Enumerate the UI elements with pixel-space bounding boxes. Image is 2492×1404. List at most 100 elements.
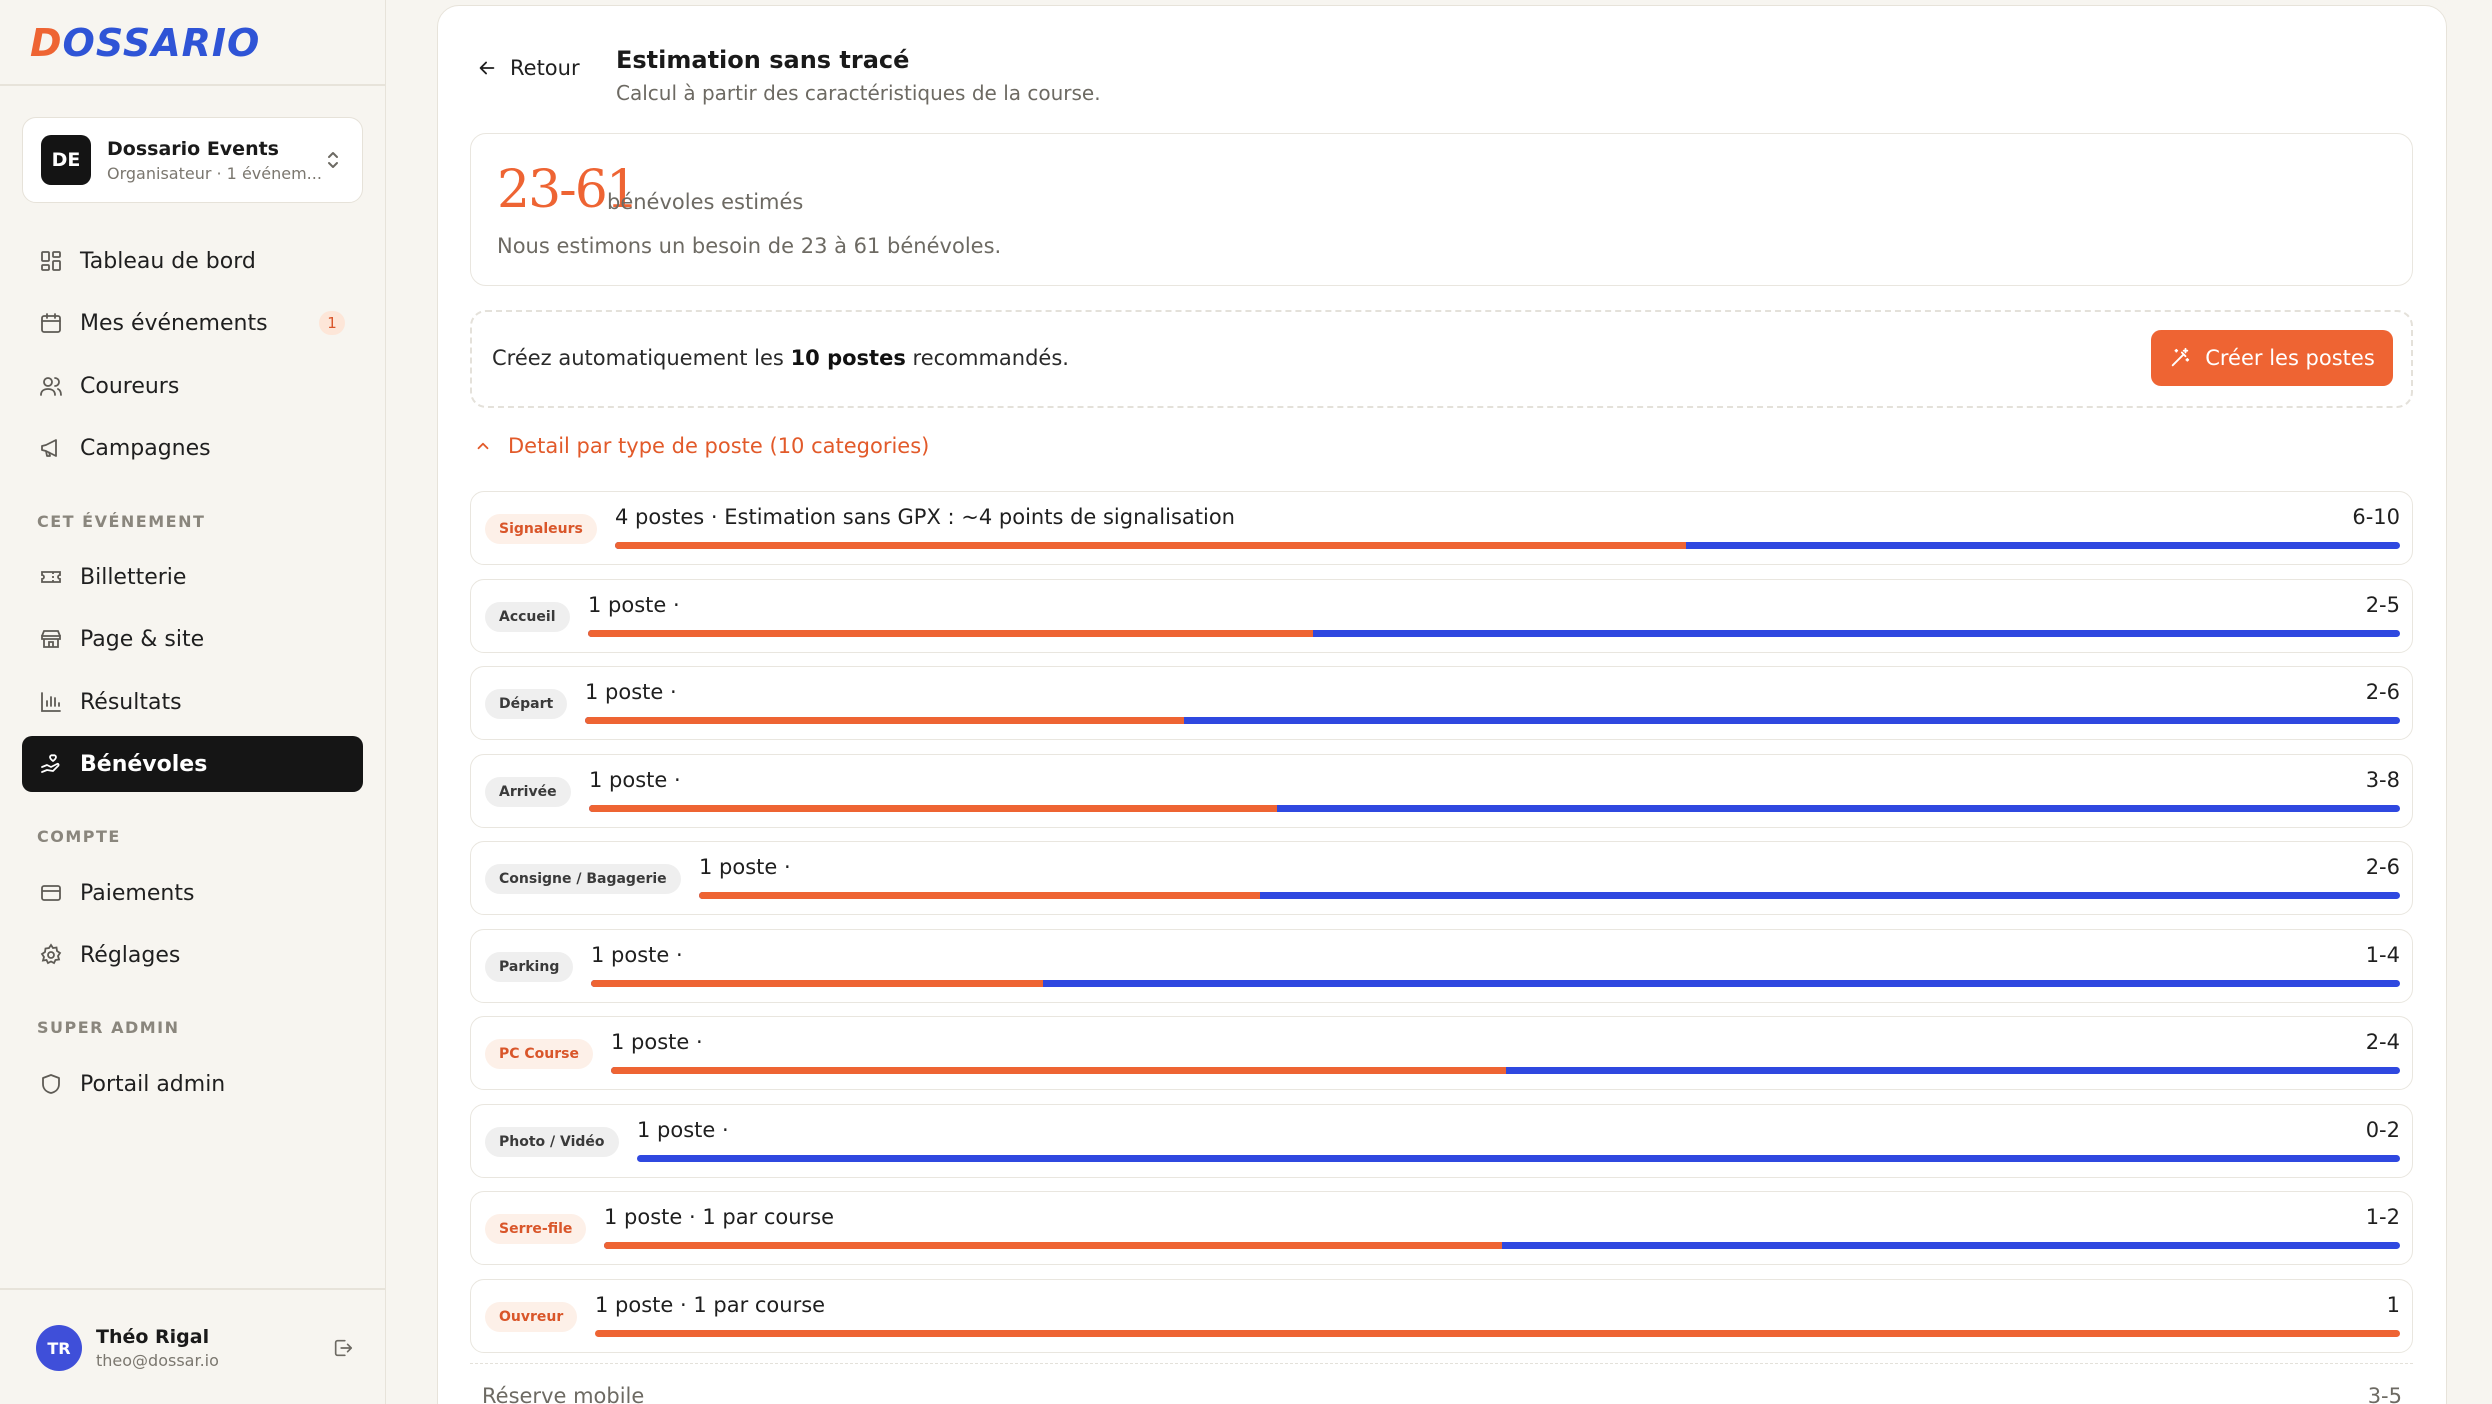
sidebar-item-campagnes[interactable]: Campagnes: [22, 420, 363, 476]
post-description: 1 poste ·: [585, 680, 677, 704]
post-range-bar: [591, 980, 2400, 987]
back-button[interactable]: Retour: [476, 56, 580, 80]
events-count-badge: 1: [319, 311, 345, 335]
post-type-tag: Consigne / Bagagerie: [485, 864, 681, 894]
post-description: 1 poste · 1 par course: [604, 1205, 835, 1229]
post-type-tag: Ouvreur: [485, 1302, 578, 1332]
post-range-bar-min-fill: [588, 630, 1313, 637]
post-row[interactable]: Ouvreur 1 poste · 1 par course 1: [470, 1279, 2413, 1353]
sidebar: DOSSARIO DE Dossario Events Organisateur…: [0, 0, 386, 1404]
divider: [0, 1288, 386, 1290]
sidebar-item-page-site[interactable]: Page & site: [22, 611, 363, 667]
back-label: Retour: [510, 56, 580, 80]
sidebar-item-reglages[interactable]: Réglages: [22, 927, 363, 983]
sidebar-item-portail-admin[interactable]: Portail admin: [22, 1056, 363, 1112]
estimate-description: Nous estimons un besoin de 23 à 61 bénév…: [497, 234, 1002, 258]
post-row[interactable]: Arrivée 1 poste · 3-8: [470, 754, 2413, 828]
create-posts-label: Créer les postes: [2205, 346, 2375, 370]
page-subtitle: Calcul à partir des caractéristiques de …: [616, 81, 1101, 105]
post-description: 4 postes · Estimation sans GPX : ~4 poin…: [615, 505, 1235, 529]
post-row[interactable]: Serre-file 1 poste · 1 par course 1-2: [470, 1191, 2413, 1265]
sidebar-item-label: Billetterie: [80, 564, 187, 590]
sidebar-item-mes-evenements[interactable]: Mes événements 1: [22, 295, 363, 351]
post-range-bar-min-fill: [589, 805, 1278, 812]
estimate-summary-card: 23-61 bénévoles estimés Nous estimons un…: [470, 133, 2413, 286]
post-type-tag: Parking: [485, 952, 574, 982]
post-range-bar: [595, 1330, 2400, 1337]
post-volunteer-range: 2-5: [2365, 593, 2400, 617]
users-icon: [38, 373, 64, 399]
sidebar-item-label: Bénévoles: [80, 751, 208, 777]
sidebar-item-label: Résultats: [80, 689, 182, 715]
post-volunteer-range: 2-4: [2365, 1030, 2400, 1054]
sidebar-item-benevoles[interactable]: Bénévoles: [22, 736, 363, 792]
post-range-bar-min-fill: [611, 1067, 1506, 1074]
sidebar-item-coureurs[interactable]: Coureurs: [22, 358, 363, 414]
sidebar-item-tableau-de-bord[interactable]: Tableau de bord: [22, 233, 363, 289]
post-volunteer-range: 1-4: [2365, 943, 2400, 967]
chevron-up-icon: [474, 436, 494, 456]
create-posts-button[interactable]: Créer les postes: [2151, 330, 2393, 386]
reserve-count: 3-5: [2367, 1384, 2402, 1404]
logo-text: DOSSARIO: [30, 21, 261, 65]
dossario-logo[interactable]: DOSSARIO: [30, 18, 260, 68]
post-row[interactable]: Départ 1 poste · 2-6: [470, 666, 2413, 740]
post-row[interactable]: Parking 1 poste · 1-4: [470, 929, 2413, 1003]
post-description: 1 poste · 1 par course: [595, 1293, 826, 1317]
post-range-bar-min-fill: [595, 1330, 2400, 1337]
ticket-icon: [38, 564, 64, 590]
user-email: theo@dossar.io: [96, 1351, 219, 1370]
magic-wand-icon: [2169, 346, 2193, 370]
section-label-event: CET ÉVÉNEMENT: [37, 512, 206, 531]
post-range-bar: [615, 542, 2400, 549]
user-profile[interactable]: TR Théo Rigal theo@dossar.io: [36, 1318, 356, 1378]
detail-toggle[interactable]: Detail par type de poste (10 categories): [474, 434, 929, 458]
gear-icon: [38, 942, 64, 968]
post-range-bar-min-fill: [699, 892, 1261, 899]
post-range-bar-min-fill: [604, 1242, 1502, 1249]
estimate-range: 23-61: [497, 160, 639, 220]
sidebar-item-label: Paiements: [80, 880, 195, 906]
post-row[interactable]: Consigne / Bagagerie 1 poste · 2-6: [470, 841, 2413, 915]
logout-icon[interactable]: [330, 1335, 356, 1361]
page-title: Estimation sans tracé: [616, 46, 910, 74]
sidebar-item-label: Portail admin: [80, 1071, 226, 1097]
post-volunteer-range: 2-6: [2365, 855, 2400, 879]
sidebar-item-resultats[interactable]: Résultats: [22, 674, 363, 730]
post-range-bar-min-fill: [615, 542, 1686, 549]
post-row[interactable]: PC Course 1 poste · 2-4: [470, 1016, 2413, 1090]
post-volunteer-range: 1-2: [2365, 1205, 2400, 1229]
post-row[interactable]: Accueil 1 poste · 2-5: [470, 579, 2413, 653]
sidebar-item-paiements[interactable]: Paiements: [22, 865, 363, 921]
post-type-tag: Serre-file: [485, 1214, 587, 1244]
post-type-tag: PC Course: [485, 1039, 594, 1069]
section-label-super-admin: SUPER ADMIN: [37, 1018, 180, 1037]
post-type-tag: Arrivée: [485, 777, 571, 807]
detail-toggle-label: Detail par type de poste (10 categories): [508, 434, 930, 458]
dashboard-icon: [38, 248, 64, 274]
store-icon: [38, 626, 64, 652]
post-range-bar: [611, 1067, 2400, 1074]
post-row[interactable]: Signaleurs 4 postes · Estimation sans GPX…: [470, 491, 2413, 565]
divider: [470, 1363, 2413, 1364]
post-volunteer-range: 3-8: [2365, 768, 2400, 792]
post-range-bar: [589, 805, 2400, 812]
create-posts-text: Créez automatiquement les 10 postes reco…: [492, 346, 1069, 370]
sidebar-item-billetterie[interactable]: Billetterie: [22, 549, 363, 605]
create-posts-card: Créez automatiquement les 10 postes reco…: [470, 310, 2413, 408]
org-subtitle: Organisateur · 1 événem...: [107, 163, 322, 183]
shield-icon: [38, 1071, 64, 1097]
post-description: 1 poste ·: [589, 768, 681, 792]
section-label-account: COMPTE: [37, 827, 121, 846]
post-volunteer-range: 2-6: [2365, 680, 2400, 704]
reserve-label: Réserve mobile: [482, 1384, 645, 1404]
post-type-tag: Accueil: [485, 602, 570, 632]
megaphone-icon: [38, 435, 64, 461]
post-range-bar: [604, 1242, 2400, 1249]
post-description: 1 poste ·: [699, 855, 791, 879]
post-row[interactable]: Photo / Vidéo 1 poste · 0-2: [470, 1104, 2413, 1178]
sidebar-item-label: Coureurs: [80, 373, 180, 399]
post-description: 1 poste ·: [611, 1030, 703, 1054]
calendar-icon: [38, 310, 64, 336]
organization-switcher[interactable]: DE Dossario Events Organisateur · 1 évén…: [22, 117, 363, 203]
